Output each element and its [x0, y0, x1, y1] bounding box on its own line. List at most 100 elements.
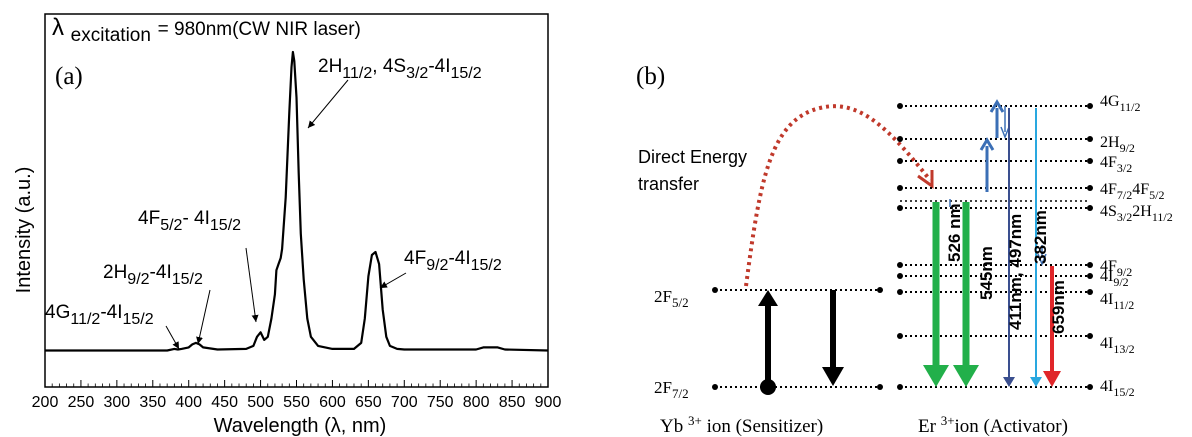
er-caption: Er 3+ion (Activator): [918, 413, 1068, 437]
annotation-arrow: [196, 289, 211, 345]
er-level-label: 4F9/2: [1100, 258, 1132, 279]
er-level-label: 4I9/2: [1100, 268, 1129, 289]
x-tick-label: 550: [283, 394, 310, 411]
emission-arrow-head: [1043, 371, 1061, 387]
emission-label: 382nm: [1031, 210, 1050, 264]
x-tick-label: 900: [535, 394, 562, 411]
upconversion-arrows: [949, 99, 1047, 267]
transfer-label-line1: Direct Energy: [638, 147, 747, 167]
level-dot: [1087, 384, 1093, 390]
emission-arrows: 526 nm 545nm 411nm, 497nm 382nm 659nm: [923, 108, 1068, 387]
level-dot: [877, 287, 883, 293]
level-dot: [1087, 273, 1093, 279]
x-axis-label: Wavelength (λ, nm): [214, 415, 387, 437]
annotations: 2H11/2, 4S3/2-4I15/2 4F5/2- 4I15/2 4F9/2…: [45, 56, 502, 350]
er-level-label: 2H9/2: [1100, 134, 1135, 155]
spectrum-plot: 200 250 300 350 400 450 500 550 600 650 700 750 800 8…: [32, 13, 562, 411]
excitation-subscript: excitation: [71, 25, 151, 46]
yb-level-label: 2F7/2: [654, 378, 689, 401]
x-tick-label: 250: [68, 394, 95, 411]
level-dot: [897, 273, 903, 279]
level-dot: [897, 384, 903, 390]
level-dot: [1087, 136, 1093, 142]
annotation-peak-545: 2H11/2, 4S3/2-4I15/2: [318, 56, 482, 82]
x-tick-label: 800: [463, 394, 490, 411]
level-dot: [897, 136, 903, 142]
er-level-label: 4I13/2: [1100, 335, 1135, 356]
panel-a-label: (a): [55, 63, 83, 90]
emission-arrow-head: [1030, 377, 1042, 387]
x-tick-label: 700: [391, 394, 418, 411]
x-tick-label: 600: [319, 394, 346, 411]
energy-transfer-arrowhead: [917, 170, 934, 189]
er-level-label: 4G11/2: [1100, 93, 1140, 114]
annotation-arrow: [379, 272, 407, 289]
er-level-label: 4I15/2: [1100, 378, 1135, 399]
x-tick-label: 300: [104, 394, 131, 411]
up-arrow-head: [979, 137, 995, 151]
level-dot: [897, 158, 903, 164]
yb-caption: Yb 3+ ion (Sensitizer): [660, 413, 823, 437]
x-tick-label: 350: [139, 394, 166, 411]
annotation-arrow: [307, 79, 349, 129]
x-tick-label: 200: [32, 394, 59, 411]
emission-arrow-head: [923, 365, 949, 387]
level-dot: [1087, 333, 1093, 339]
level-dot: [712, 384, 718, 390]
annotation-peak-495: 4F5/2- 4I15/2: [138, 208, 241, 234]
annotation-peak-660: 4F9/2-4I15/2: [404, 248, 502, 274]
transfer-label-line2: transfer: [638, 174, 699, 194]
level-dot: [1087, 289, 1093, 295]
panel-a: λ excitation = 980nm(CW NIR laser) (a) I…: [13, 13, 562, 437]
x-tick-label: 400: [175, 394, 202, 411]
panel-b: (b) Direct Energy transfer 2F5/2 2F7/2 4…: [636, 63, 1173, 437]
level-dot: [897, 262, 903, 268]
x-tick-label: 750: [427, 394, 454, 411]
level-dot: [897, 103, 903, 109]
emission-arrow-head: [953, 365, 979, 387]
down-arrow-head: [1037, 253, 1047, 267]
annotation-arrow: [245, 247, 259, 323]
emission-label: 659nm: [1049, 280, 1068, 334]
level-dot: [1087, 262, 1093, 268]
down-arrow-head: [1000, 126, 1010, 140]
up-arrow-head: [989, 99, 1005, 113]
annotation-peak-380: 4G11/2-4I15/2: [45, 302, 154, 328]
x-tick-label: 500: [247, 394, 274, 411]
excitation-symbol: λ: [52, 14, 64, 41]
yb-levels: 2F5/2 2F7/2: [654, 287, 883, 401]
x-tick-label: 850: [499, 394, 526, 411]
yb-level-label: 2F5/2: [654, 287, 689, 310]
annotation-peak-410: 2H9/2-4I15/2: [103, 262, 203, 288]
level-dot: [897, 205, 903, 211]
y-axis-label: Intensity (a.u.): [13, 167, 35, 294]
x-tick-label: 450: [211, 394, 238, 411]
spectrum-line: [45, 50, 549, 352]
ground-state-dot: [760, 379, 776, 395]
panel-b-label: (b): [636, 63, 665, 90]
emission-label: 545nm: [977, 246, 996, 300]
excitation-arrow-head: [758, 290, 778, 306]
er-level-label: 4F3/2: [1100, 154, 1132, 175]
annotation-arrow: [165, 325, 180, 350]
emission-label: 411nm, 497nm: [1006, 214, 1025, 330]
energy-transfer-curve: [744, 104, 932, 287]
er-level-label: 4S3/22H11/2: [1100, 203, 1173, 224]
level-dot: [1087, 158, 1093, 164]
er-level-label: 4I11/2: [1100, 291, 1134, 312]
excitation-value: = 980nm(CW NIR laser): [158, 19, 361, 40]
level-dot: [712, 287, 718, 293]
level-dot: [1087, 103, 1093, 109]
excitation-label: λ excitation = 980nm(CW NIR laser): [52, 14, 361, 47]
svg-text:λ excitation =: λ excitation = 980nm(CW NIR laser): [52, 14, 361, 47]
level-dot: [1087, 185, 1093, 191]
emission-arrow-head: [1003, 377, 1015, 387]
er-level-label: 4F7/24F5/2: [1100, 181, 1165, 202]
level-dot: [897, 185, 903, 191]
level-dot: [897, 289, 903, 295]
level-dot: [1087, 205, 1093, 211]
relaxation-arrow-head: [822, 367, 844, 386]
x-tick-label: 650: [355, 394, 382, 411]
